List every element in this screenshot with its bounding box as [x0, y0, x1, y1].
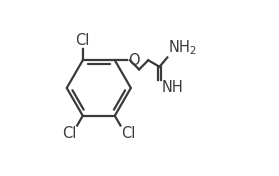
- Text: Cl: Cl: [121, 126, 136, 141]
- Text: NH$_2$: NH$_2$: [168, 38, 197, 57]
- Text: O: O: [128, 53, 140, 68]
- Text: NH: NH: [162, 80, 184, 95]
- Text: Cl: Cl: [76, 33, 90, 48]
- Text: Cl: Cl: [62, 126, 76, 141]
